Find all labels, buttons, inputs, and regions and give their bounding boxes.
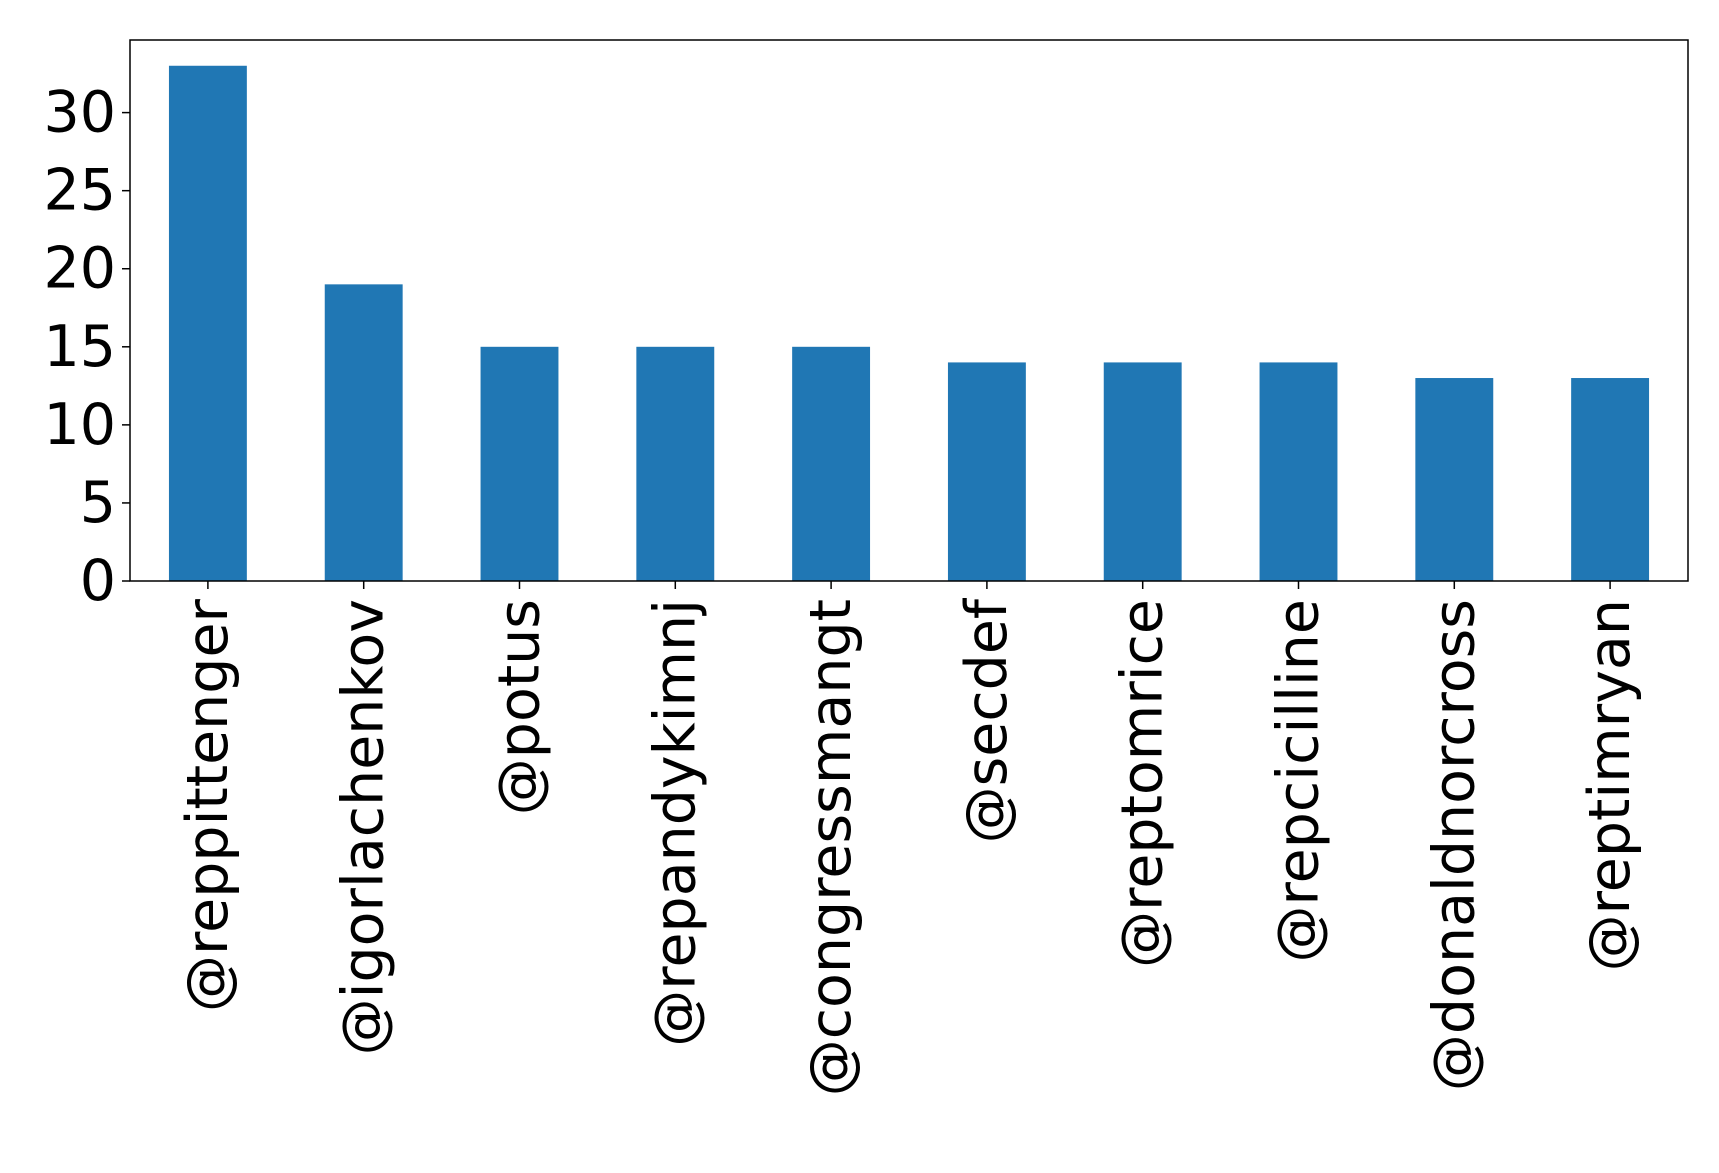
x-tick-label: @repcicilline xyxy=(1266,599,1332,963)
x-tick-label: @secdef xyxy=(954,597,1020,843)
y-tick-label: 20 xyxy=(43,236,116,302)
bars-group xyxy=(168,65,1650,581)
y-tick-label: 15 xyxy=(43,314,116,380)
x-tick-label: @congressmangt xyxy=(798,599,864,1096)
x-tick-label: @reppittenger xyxy=(175,598,241,1012)
y-tick-label: 0 xyxy=(80,548,116,614)
bar-repandykimnj xyxy=(636,346,715,581)
x-axis: @reppittenger @igorlachenkov @potus @repand… xyxy=(175,581,1643,1096)
x-tick-label: @repandykimnj xyxy=(642,599,708,1047)
y-tick-label: 5 xyxy=(80,470,116,536)
y-tick-label: 10 xyxy=(43,392,116,458)
y-tick-label: 25 xyxy=(43,158,116,224)
bar-secdef xyxy=(947,362,1026,581)
bar-donaldnorcross xyxy=(1415,378,1494,581)
bar-reptomrice xyxy=(1103,362,1182,581)
bar-reppittenger xyxy=(168,65,247,581)
x-tick-label: @reptimryan xyxy=(1577,599,1643,971)
x-tick-label: @igorlachenkov xyxy=(331,599,397,1055)
bar-reptimryan xyxy=(1571,378,1650,581)
x-tick-label: @reptomrice xyxy=(1110,599,1176,968)
bar-congressmangt xyxy=(792,346,871,581)
x-tick-label: @donaldnorcross xyxy=(1421,599,1487,1091)
y-axis: 0 5 10 15 20 25 30 xyxy=(43,80,130,614)
bar-igorlachenkov xyxy=(324,284,403,581)
plot-frame xyxy=(129,39,1689,582)
bar-potus xyxy=(480,346,559,581)
y-tick-label: 30 xyxy=(43,80,116,146)
x-tick-label: @potus xyxy=(487,599,553,815)
bar-repcicilline xyxy=(1259,362,1338,581)
